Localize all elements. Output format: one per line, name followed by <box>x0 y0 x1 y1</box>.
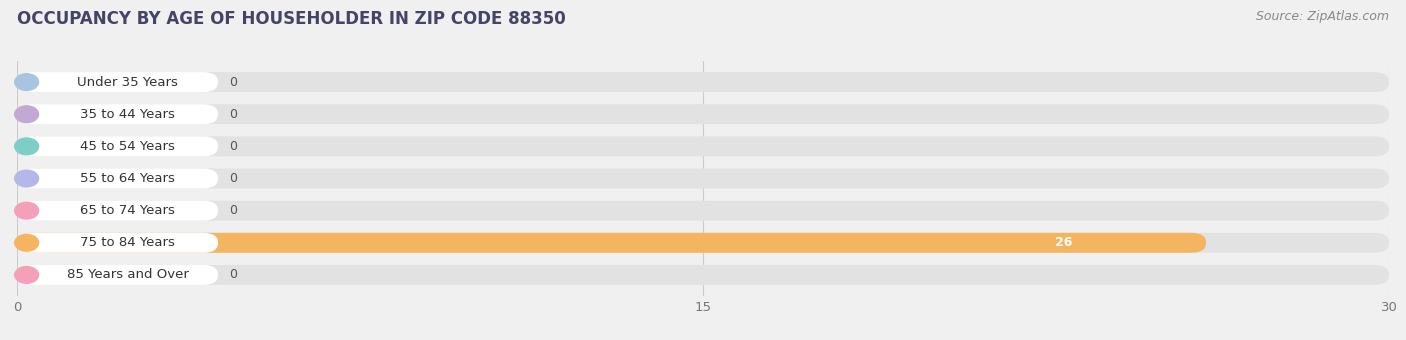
FancyBboxPatch shape <box>17 233 1206 253</box>
Circle shape <box>14 74 38 90</box>
Text: Source: ZipAtlas.com: Source: ZipAtlas.com <box>1256 10 1389 23</box>
FancyBboxPatch shape <box>17 104 218 124</box>
FancyBboxPatch shape <box>17 136 1389 156</box>
FancyBboxPatch shape <box>17 169 218 188</box>
Text: 0: 0 <box>229 204 238 217</box>
Circle shape <box>14 170 38 187</box>
FancyBboxPatch shape <box>17 233 1389 253</box>
Text: 45 to 54 Years: 45 to 54 Years <box>80 140 174 153</box>
Circle shape <box>14 234 38 251</box>
Circle shape <box>14 106 38 123</box>
Text: 0: 0 <box>229 268 238 282</box>
FancyBboxPatch shape <box>17 265 218 285</box>
FancyBboxPatch shape <box>17 136 218 156</box>
FancyBboxPatch shape <box>17 72 218 92</box>
Text: 0: 0 <box>229 172 238 185</box>
FancyBboxPatch shape <box>17 201 218 221</box>
Text: 55 to 64 Years: 55 to 64 Years <box>80 172 174 185</box>
Circle shape <box>14 202 38 219</box>
Text: OCCUPANCY BY AGE OF HOUSEHOLDER IN ZIP CODE 88350: OCCUPANCY BY AGE OF HOUSEHOLDER IN ZIP C… <box>17 10 565 28</box>
Text: 26: 26 <box>1054 236 1073 249</box>
FancyBboxPatch shape <box>17 265 1389 285</box>
FancyBboxPatch shape <box>17 233 218 253</box>
FancyBboxPatch shape <box>17 104 1389 124</box>
FancyBboxPatch shape <box>17 72 1389 92</box>
FancyBboxPatch shape <box>17 201 1389 221</box>
Circle shape <box>14 138 38 155</box>
Circle shape <box>14 267 38 283</box>
FancyBboxPatch shape <box>17 169 1389 188</box>
Text: 0: 0 <box>229 108 238 121</box>
Text: 35 to 44 Years: 35 to 44 Years <box>80 108 174 121</box>
Text: 65 to 74 Years: 65 to 74 Years <box>80 204 174 217</box>
Text: 0: 0 <box>229 75 238 89</box>
Text: Under 35 Years: Under 35 Years <box>77 75 179 89</box>
Text: 75 to 84 Years: 75 to 84 Years <box>80 236 174 249</box>
Text: 85 Years and Over: 85 Years and Over <box>66 268 188 282</box>
Text: 0: 0 <box>229 140 238 153</box>
